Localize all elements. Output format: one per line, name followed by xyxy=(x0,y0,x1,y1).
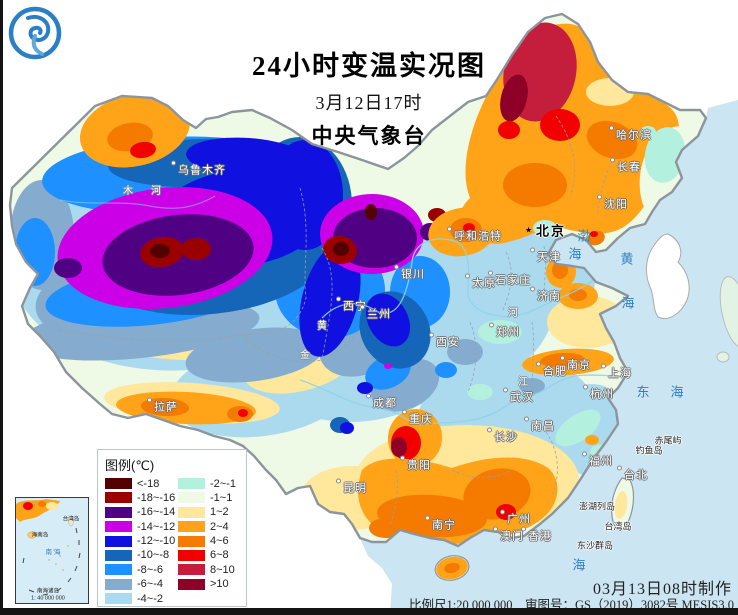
legend-row: 8~10 xyxy=(178,563,244,576)
legend-row: -14~-12 xyxy=(105,520,178,533)
legend-label: 4~6 xyxy=(210,535,229,548)
legend-swatch xyxy=(105,549,132,561)
legend-row: -4~-2 xyxy=(105,592,178,605)
legend-swatch xyxy=(178,492,205,504)
legend-label: 2~4 xyxy=(210,520,229,533)
legend-label: >10 xyxy=(210,578,229,591)
legend-row: 6~8 xyxy=(178,549,244,562)
legend-row: -18~-16 xyxy=(105,491,178,504)
legend-label: 1~2 xyxy=(210,506,229,519)
legend-row: -8~-6 xyxy=(105,563,178,576)
left-edge-strip xyxy=(0,0,3,615)
legend-column-negative: <-18 -18~-16 -16~-14 -14~-12 -12~-10 -10~-8 -8… xyxy=(105,477,178,605)
legend-label: -18~-16 xyxy=(137,491,176,504)
legend-label: -10~-8 xyxy=(137,549,170,562)
legend-swatch xyxy=(105,593,132,605)
legend-label: -16~-14 xyxy=(137,506,176,519)
legend-label: -6~-4 xyxy=(137,578,163,591)
legend-row: -2~-1 xyxy=(178,477,244,490)
legend-swatch xyxy=(178,506,205,518)
title-block: 24小时变温实况图 3月12日17时 中央气象台 xyxy=(0,44,738,150)
legend-swatch xyxy=(105,535,132,547)
legend-label: <-18 xyxy=(137,477,160,490)
japan-landmass xyxy=(716,276,738,363)
legend-row: -10~-8 xyxy=(105,549,178,562)
legend-swatch xyxy=(105,564,132,576)
island-dots xyxy=(48,545,69,571)
rivers xyxy=(59,195,623,425)
legend-label: -1~1 xyxy=(210,491,233,504)
agency-name: 中央气象台 xyxy=(311,125,427,148)
legend-row: -6~-4 xyxy=(105,578,178,591)
observation-datetime: 3月12日17时 xyxy=(315,93,423,113)
legend-swatch xyxy=(178,564,205,576)
legend-row: -1~1 xyxy=(178,491,244,504)
legend-swatch xyxy=(105,478,132,489)
legend-label: -14~-12 xyxy=(137,520,176,533)
legend-swatch xyxy=(105,578,132,590)
legend-swatch xyxy=(178,521,205,533)
agency-logo-icon xyxy=(8,6,62,65)
legend-label: 8~10 xyxy=(210,563,235,576)
legend-box: 图例(℃) <-18 -18~-16 -16~-14 -14~-12 -12~-10 -1… xyxy=(97,449,247,607)
legend-label: -8~-6 xyxy=(137,563,163,576)
south-china-sea-inset-map xyxy=(15,497,89,604)
nine-dash-line xyxy=(22,527,81,596)
legend-label: 6~8 xyxy=(210,549,229,562)
legend-row: 2~4 xyxy=(178,520,244,533)
legend-label: -2~-1 xyxy=(210,477,236,490)
legend-title: 图例(℃) xyxy=(105,458,155,473)
korea-landmass xyxy=(645,233,690,319)
legend-row: -12~-10 xyxy=(105,535,178,548)
legend-label: -12~-10 xyxy=(137,535,176,548)
legend-swatch xyxy=(105,492,132,504)
bottom-edge-strip xyxy=(0,608,738,615)
legend-row: 1~2 xyxy=(178,506,244,519)
legend-row: 4~6 xyxy=(178,535,244,548)
legend-swatch xyxy=(178,549,205,561)
sea-area xyxy=(360,100,738,615)
legend-swatch xyxy=(178,578,205,590)
legend-swatch xyxy=(105,506,132,518)
province-borders xyxy=(57,115,619,527)
legend-row: -16~-14 xyxy=(105,506,178,519)
legend-swatch xyxy=(105,521,132,533)
legend-label: -4~-2 xyxy=(137,592,163,605)
legend-swatch xyxy=(178,535,205,547)
made-at-text: 03月13日08时制作 xyxy=(592,581,732,598)
legend-row: <-18 xyxy=(105,477,178,490)
legend-swatch xyxy=(178,478,205,489)
page-title: 24小时变温实况图 xyxy=(252,51,486,81)
legend-row: >10 xyxy=(178,578,244,591)
legend-column-positive: -2~-1 -1~1 1~2 2~4 4~6 6~8 8~10 >10 xyxy=(178,478,244,604)
